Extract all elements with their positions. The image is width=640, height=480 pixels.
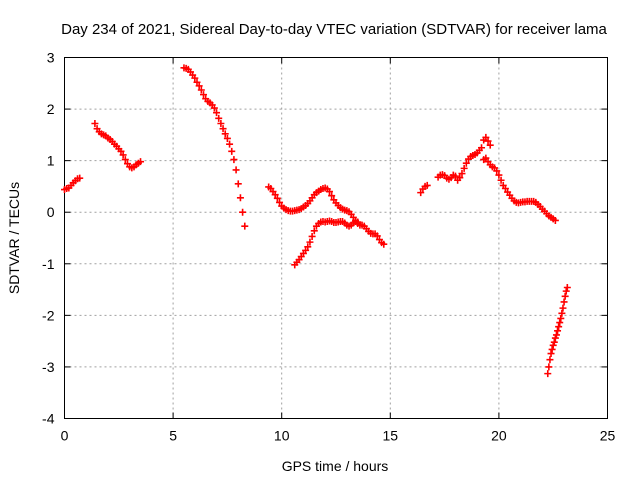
data-point xyxy=(557,314,565,322)
data-point xyxy=(380,240,388,248)
data-point xyxy=(236,194,244,202)
data-point xyxy=(210,104,218,112)
data-point xyxy=(273,194,281,202)
data-point xyxy=(228,147,236,155)
data-point xyxy=(423,181,431,189)
data-point xyxy=(137,158,145,166)
data-point xyxy=(563,284,571,292)
data-point xyxy=(546,356,554,364)
data-point xyxy=(451,172,459,180)
y-tick-label: -1 xyxy=(42,256,55,272)
y-axis-label: SDTVAR / TECUs xyxy=(6,182,22,294)
y-tick-label: -3 xyxy=(42,359,55,375)
data-point xyxy=(308,232,316,240)
data-point xyxy=(460,164,468,172)
data-point xyxy=(217,120,225,128)
data-point xyxy=(482,133,490,141)
data-point xyxy=(562,287,570,295)
data-point xyxy=(354,218,362,226)
y-tick-label: 1 xyxy=(47,153,55,169)
data-point xyxy=(559,304,567,312)
data-point xyxy=(117,147,125,155)
data-point xyxy=(560,298,568,306)
data-point xyxy=(548,345,556,353)
data-points xyxy=(61,64,571,378)
data-point xyxy=(304,243,312,251)
data-point xyxy=(213,109,221,117)
y-tick-label: -2 xyxy=(42,307,55,323)
data-point xyxy=(554,327,562,335)
data-point xyxy=(493,167,501,175)
y-tick-label: 2 xyxy=(47,101,55,117)
x-axis-label: GPS time / hours xyxy=(282,458,389,474)
y-tick-label: -4 xyxy=(42,411,55,427)
data-point xyxy=(551,216,559,224)
data-point xyxy=(226,140,234,148)
data-point xyxy=(482,154,490,162)
data-point xyxy=(276,198,284,206)
x-tick-label: 15 xyxy=(383,428,399,444)
y-tick-label: 3 xyxy=(47,50,55,66)
data-point xyxy=(239,208,247,216)
data-point xyxy=(325,188,333,196)
grid-lines xyxy=(64,57,608,419)
axis-ticks: 0 5 10 15 20 25 -4 -3 -2 -1 0 1 2 3 xyxy=(42,50,615,444)
data-point xyxy=(271,191,279,199)
data-point xyxy=(302,246,310,254)
data-point xyxy=(200,91,208,99)
data-point xyxy=(76,174,84,182)
data-point xyxy=(191,74,199,82)
data-point xyxy=(119,151,127,159)
data-point xyxy=(478,144,486,152)
plot-frame xyxy=(64,57,608,419)
data-point xyxy=(556,319,564,327)
x-tick-label: 20 xyxy=(491,428,507,444)
data-point xyxy=(552,331,560,339)
data-point xyxy=(219,125,227,133)
data-point xyxy=(241,222,249,230)
data-point xyxy=(230,156,238,164)
data-point xyxy=(484,137,492,145)
x-tick-label: 0 xyxy=(61,428,69,444)
x-tick-label: 25 xyxy=(600,428,616,444)
data-point xyxy=(458,170,466,178)
data-point xyxy=(195,82,203,90)
data-point xyxy=(306,238,314,246)
data-point xyxy=(486,141,494,149)
x-tick-label: 5 xyxy=(169,428,177,444)
data-point xyxy=(544,370,552,378)
data-point xyxy=(223,134,231,142)
data-point xyxy=(501,184,509,192)
data-point xyxy=(373,232,381,240)
data-point xyxy=(121,156,129,164)
data-point xyxy=(91,120,99,128)
data-point xyxy=(310,227,318,235)
data-point xyxy=(561,292,569,300)
data-point xyxy=(545,363,553,371)
y-tick-label: 0 xyxy=(47,204,55,220)
data-point xyxy=(215,114,223,122)
data-point xyxy=(547,350,555,358)
data-point xyxy=(495,171,503,179)
data-point xyxy=(193,78,201,86)
x-tick-label: 10 xyxy=(274,428,290,444)
data-point xyxy=(221,130,229,138)
data-point xyxy=(328,192,336,200)
data-point xyxy=(417,189,425,197)
data-point xyxy=(232,166,240,174)
chart-title: Day 234 of 2021, Sidereal Day-to-day VTE… xyxy=(61,21,607,38)
data-point xyxy=(558,309,566,317)
data-point xyxy=(550,338,558,346)
data-point xyxy=(555,323,563,331)
data-point xyxy=(197,86,205,94)
data-point xyxy=(497,176,505,184)
data-point xyxy=(234,180,242,188)
data-point xyxy=(462,159,470,167)
data-point xyxy=(456,174,464,182)
